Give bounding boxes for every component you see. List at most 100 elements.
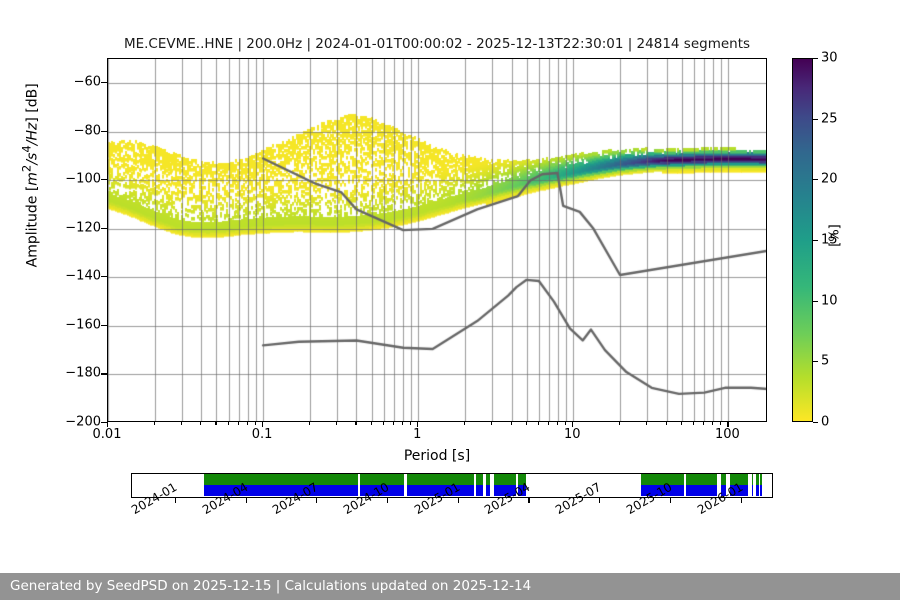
timeline-segment bbox=[751, 474, 754, 485]
colorbar-tick-mark bbox=[813, 300, 818, 302]
x-axis-minor-tick-mark bbox=[646, 422, 648, 425]
colorbar-tick: 0 bbox=[821, 414, 830, 430]
timeline-segment bbox=[760, 485, 763, 496]
timeline-segment bbox=[751, 485, 754, 496]
timeline-segment bbox=[360, 485, 404, 496]
colorbar-tick-mark bbox=[813, 240, 818, 242]
timeline-segment bbox=[203, 474, 358, 485]
psd-plot-area[interactable] bbox=[107, 58, 767, 422]
x-axis-minor-tick-mark bbox=[382, 422, 384, 425]
timeline-tick-mark bbox=[599, 498, 601, 503]
x-axis-tick-mark bbox=[572, 422, 574, 427]
timeline-segment bbox=[493, 485, 516, 496]
x-axis-minor-tick-mark bbox=[393, 422, 395, 425]
x-axis-minor-tick-mark bbox=[618, 422, 621, 425]
colorbar-tick: 10 bbox=[821, 293, 838, 309]
timeline-tick-mark bbox=[528, 498, 530, 503]
colorbar-tick: 20 bbox=[821, 171, 838, 187]
y-axis-label: Amplitude [m2/s4/Hz] [dB] bbox=[19, 83, 41, 268]
timeline-segment bbox=[640, 474, 684, 485]
x-axis-tick-mark bbox=[107, 422, 109, 427]
x-axis-minor-tick-mark bbox=[680, 422, 682, 425]
y-axis-tick-mark bbox=[101, 422, 107, 424]
colorbar-tick-mark bbox=[813, 118, 818, 120]
timeline-segment bbox=[720, 485, 726, 496]
x-axis-minor-tick-mark bbox=[355, 422, 357, 425]
timeline-segment bbox=[686, 485, 717, 496]
timeline-tick-mark bbox=[740, 498, 742, 503]
timeline-segment bbox=[406, 474, 474, 485]
x-axis-tick: 1 bbox=[413, 427, 422, 442]
timeline-segment bbox=[640, 485, 684, 496]
colorbar-tick-mark bbox=[813, 179, 818, 181]
x-axis-minor-tick-mark bbox=[181, 422, 183, 425]
timeline-tick-mark bbox=[316, 498, 318, 503]
y-axis-tick: −200 bbox=[65, 414, 101, 430]
x-axis-label: Period [s] bbox=[403, 448, 471, 464]
colorbar-tick: 15 bbox=[821, 232, 838, 248]
timeline-segment bbox=[756, 474, 759, 485]
timeline-tick-mark bbox=[457, 498, 459, 503]
x-axis-minor-tick-mark bbox=[402, 422, 404, 425]
y-axis-tick: −160 bbox=[65, 317, 101, 333]
timeline-segment bbox=[485, 474, 491, 485]
x-axis-minor-tick-mark bbox=[548, 422, 550, 425]
y-axis-tick: −60 bbox=[73, 74, 101, 90]
x-axis-minor-tick-mark bbox=[227, 422, 229, 425]
colorbar-tick: 30 bbox=[821, 50, 838, 66]
y-axis-tick: −140 bbox=[65, 268, 101, 284]
x-axis-minor-tick-mark bbox=[703, 422, 705, 425]
timeline-segment bbox=[203, 485, 358, 496]
y-axis-tick: −80 bbox=[73, 123, 101, 139]
timeline-segment bbox=[730, 474, 748, 485]
timeline-segment bbox=[720, 474, 726, 485]
x-axis-minor-tick-mark bbox=[557, 422, 559, 425]
colorbar bbox=[792, 58, 813, 422]
timeline-segment bbox=[517, 474, 527, 485]
x-axis-minor-tick-mark bbox=[525, 422, 527, 425]
timeline-segment bbox=[476, 474, 483, 485]
colorbar-tick-mark bbox=[813, 361, 818, 363]
x-axis-minor-tick-mark bbox=[491, 422, 493, 425]
x-axis-tick: 0.01 bbox=[92, 427, 122, 442]
psd-histogram-canvas bbox=[108, 59, 766, 421]
colorbar-tick: 25 bbox=[821, 111, 838, 127]
x-axis-minor-tick-mark bbox=[720, 422, 722, 425]
colorbar-tick: 5 bbox=[821, 353, 830, 369]
timeline-tick-mark bbox=[245, 498, 247, 503]
timeline-tick-mark bbox=[174, 498, 176, 503]
y-axis-tick-mark bbox=[101, 179, 107, 181]
data-coverage-timeline[interactable] bbox=[131, 473, 773, 498]
timeline-segment bbox=[360, 474, 404, 485]
x-axis-minor-tick-mark bbox=[255, 422, 257, 425]
x-axis-minor-tick-mark bbox=[370, 422, 372, 425]
x-axis-tick-mark bbox=[417, 422, 419, 427]
y-axis-tick-mark bbox=[101, 227, 107, 229]
y-axis-tick-mark bbox=[101, 373, 107, 375]
x-axis-tick: 100 bbox=[714, 427, 740, 442]
x-axis-tick: 0.1 bbox=[251, 427, 273, 442]
footer-bar: Generated by SeedPSD on 2025-12-15 | Cal… bbox=[0, 573, 900, 600]
y-axis-tick: −180 bbox=[65, 365, 101, 381]
x-axis-minor-tick-mark bbox=[712, 422, 714, 425]
x-axis-minor-tick-mark bbox=[153, 422, 155, 425]
x-axis-minor-tick-mark bbox=[463, 422, 465, 425]
x-axis-tick: 10 bbox=[564, 427, 581, 442]
timeline-segment bbox=[517, 485, 527, 496]
x-axis-minor-tick-mark bbox=[510, 422, 512, 425]
x-axis-minor-tick-mark bbox=[336, 422, 338, 425]
x-axis-minor-tick-mark bbox=[308, 422, 310, 425]
y-axis-tick-mark bbox=[101, 130, 107, 132]
x-axis-minor-tick-mark bbox=[215, 422, 217, 425]
timeline-tick-mark bbox=[669, 498, 671, 503]
x-axis-minor-tick-mark bbox=[238, 422, 240, 425]
y-axis-tick-mark bbox=[101, 82, 107, 84]
timeline-segment bbox=[485, 485, 491, 496]
y-axis-tick-mark bbox=[101, 276, 107, 278]
y-axis-tick: −120 bbox=[65, 220, 101, 236]
x-axis-minor-tick-mark bbox=[665, 422, 667, 425]
y-axis-tick: −100 bbox=[65, 171, 101, 187]
x-axis-tick-mark bbox=[262, 422, 264, 427]
x-axis-minor-tick-mark bbox=[247, 422, 249, 425]
colorbar-tick-mark bbox=[813, 422, 818, 424]
